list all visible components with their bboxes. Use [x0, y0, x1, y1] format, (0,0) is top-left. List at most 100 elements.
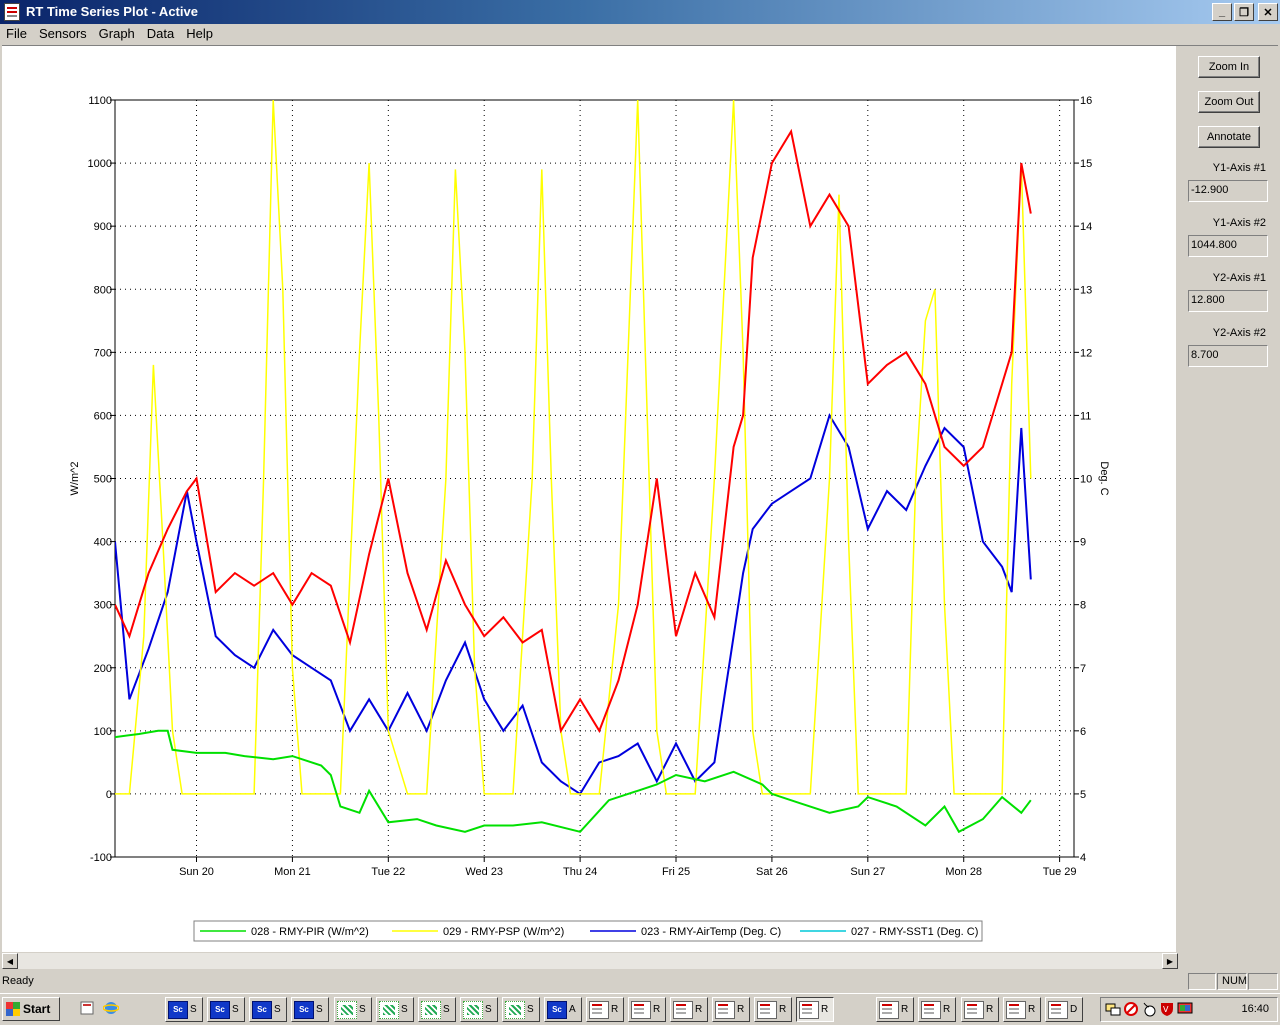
taskbar-button[interactable]: R	[918, 997, 956, 1022]
y2-tick-label: 8	[1080, 600, 1086, 612]
no-entry-icon[interactable]	[1123, 1001, 1139, 1017]
y2-tick-label: 15	[1080, 158, 1092, 170]
menu-sensors[interactable]: Sensors	[38, 26, 87, 41]
x-tick-label: Wed 23	[465, 866, 503, 878]
scroll-left-arrow-icon[interactable]: ◀	[2, 953, 18, 969]
document-app-icon	[589, 1000, 609, 1019]
taskbar-button[interactable]: Sc S	[207, 997, 245, 1022]
close-button[interactable]: ✕	[1258, 3, 1278, 21]
menu-data[interactable]: Data	[146, 26, 175, 41]
monitor-icon[interactable]	[1177, 1001, 1193, 1017]
start-button[interactable]: Start	[2, 997, 60, 1021]
mouse-icon[interactable]	[1141, 1001, 1157, 1017]
sc-app-icon: Sc	[252, 1000, 272, 1019]
taskbar-button-label: S	[316, 1004, 323, 1015]
y1-tick-label: 900	[94, 221, 112, 233]
y2-tick-label: 5	[1080, 789, 1086, 801]
network-app-icon	[337, 1000, 357, 1019]
taskbar-button[interactable]: R	[1003, 997, 1041, 1022]
taskbar-button[interactable]: S	[502, 997, 540, 1022]
taskbar-button-label: R	[821, 1004, 829, 1015]
legend-label: 028 - RMY-PIR (W/m^2)	[251, 926, 369, 938]
taskbar-button-label: R	[779, 1004, 787, 1015]
minimize-button[interactable]: _	[1212, 3, 1232, 21]
taskbar-button[interactable]: Sc S	[165, 997, 203, 1022]
restore-button[interactable]: ❐	[1234, 3, 1254, 21]
y2-tick-label: 9	[1080, 537, 1086, 549]
internet-explorer-icon[interactable]	[103, 1000, 119, 1016]
document-app-icon	[1006, 1000, 1026, 1019]
zoom-in-button[interactable]: Zoom In	[1198, 56, 1260, 78]
y2-tick-label: 4	[1080, 852, 1086, 864]
taskbar-button[interactable]: Sc S	[291, 997, 329, 1022]
annotate-button[interactable]: Annotate	[1198, 126, 1260, 148]
plot-area[interactable]: -100 0 100 200 300 400 500 600 700 800 900 1000 1100…	[2, 46, 1176, 952]
horizontal-scrollbar[interactable]: ◀ ▶	[2, 953, 1178, 969]
taskbar-button[interactable]: R	[796, 997, 834, 1022]
x-tick-label: Mon 21	[274, 866, 311, 878]
y2-tick-label: 11	[1080, 410, 1091, 422]
y1-axis-1-field[interactable]: -12.900	[1188, 180, 1268, 202]
y2-tick-label: 13	[1080, 284, 1092, 296]
taskbar-button[interactable]: R	[961, 997, 999, 1022]
taskbar-button[interactable]: R	[712, 997, 750, 1022]
network-app-icon	[421, 1000, 441, 1019]
y2-tick-label: 7	[1080, 663, 1086, 675]
taskbar-button-label: S	[274, 1004, 281, 1015]
taskbar-button[interactable]: S	[460, 997, 498, 1022]
legend-label: 023 - RMY-AirTemp (Deg. C)	[641, 926, 781, 938]
taskbar-button[interactable]: R	[670, 997, 708, 1022]
taskbar-button-label: S	[232, 1004, 239, 1015]
status-panel-empty	[1188, 973, 1216, 990]
y1-tick-label: 400	[94, 537, 112, 549]
menu-help[interactable]: Help	[186, 26, 214, 41]
x-tick-label: Tue 29	[1043, 866, 1077, 878]
taskbar-button[interactable]: Sc S	[249, 997, 287, 1022]
status-text: Ready	[2, 975, 34, 987]
client-area: -100 0 100 200 300 400 500 600 700 800 900 1000 1100…	[2, 45, 1278, 952]
sc-app-icon: Sc	[168, 1000, 188, 1019]
scroll-right-arrow-icon[interactable]: ▶	[1162, 953, 1178, 969]
document-app-icon	[921, 1000, 941, 1019]
y2-axis-label: Deg. C	[1098, 461, 1110, 495]
sc-app-icon: Sc	[294, 1000, 314, 1019]
side-panel: Zoom In Zoom Out Annotate Y1-Axis #1 -12…	[1176, 46, 1278, 952]
y2-axis-2-field[interactable]: 8.700	[1188, 345, 1268, 367]
taskbar-button[interactable]: R	[628, 997, 666, 1022]
menu-graph[interactable]: Graph	[98, 26, 135, 41]
network-icon[interactable]	[1105, 1001, 1121, 1017]
document-app-icon	[757, 1000, 777, 1019]
taskbar-button-label: S	[485, 1004, 492, 1015]
taskbar-button[interactable]: R	[754, 997, 792, 1022]
y2-tick-label: 14	[1080, 221, 1092, 233]
network-app-icon	[379, 1000, 399, 1019]
taskbar-button[interactable]: R	[876, 997, 914, 1022]
show-desktop-icon[interactable]	[80, 1000, 96, 1016]
y2-axis-1-field[interactable]: 12.800	[1188, 290, 1268, 312]
app-icon[interactable]	[4, 3, 20, 21]
series-line-2	[115, 412, 1032, 796]
y2-axis-2-label: Y2-Axis #2	[1212, 327, 1266, 339]
svg-text:V: V	[1163, 1005, 1169, 1014]
taskbar-button[interactable]: S	[334, 997, 372, 1022]
status-bar: Ready NUM	[0, 972, 1280, 992]
taskbar-button[interactable]: D	[1045, 997, 1083, 1022]
document-app-icon	[964, 1000, 984, 1019]
taskbar-button-label: R	[611, 1004, 619, 1015]
taskbar-button[interactable]: R	[586, 997, 624, 1022]
taskbar-button[interactable]: S	[418, 997, 456, 1022]
zoom-out-button[interactable]: Zoom Out	[1198, 91, 1260, 113]
taskbar-button-label: S	[359, 1004, 366, 1015]
y2-tick-label: 6	[1080, 726, 1086, 738]
start-label: Start	[23, 1002, 51, 1016]
taskbar-button[interactable]: Sc A	[544, 997, 582, 1022]
antivirus-shield-icon[interactable]: V	[1159, 1001, 1175, 1017]
y1-axis-2-field[interactable]: 1044.800	[1188, 235, 1268, 257]
menu-file[interactable]: File	[6, 26, 27, 41]
taskbar-button-label: R	[695, 1004, 703, 1015]
taskbar-button-label: S	[443, 1004, 450, 1015]
taskbar-button[interactable]: S	[376, 997, 414, 1022]
y2-tick-label: 10	[1080, 474, 1092, 486]
time-series-chart[interactable]: -100 0 100 200 300 400 500 600 700 800 900 1000 1100…	[2, 46, 1176, 952]
y2-axis-1-label: Y2-Axis #1	[1212, 272, 1266, 284]
